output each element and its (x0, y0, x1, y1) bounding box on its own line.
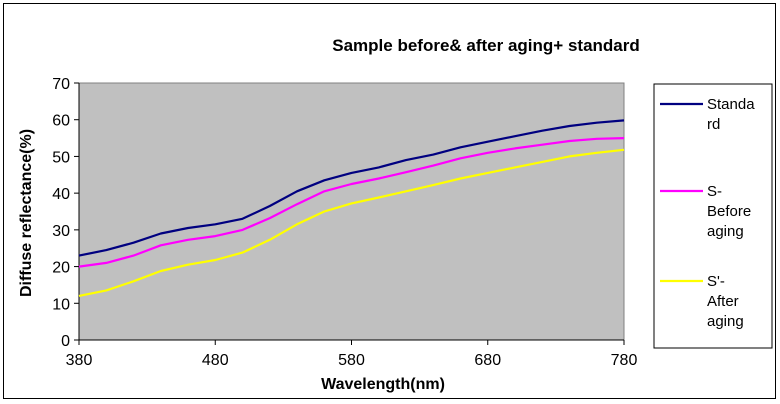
series-line-2 (78, 148, 625, 297)
series-line-1 (78, 137, 625, 268)
legend-label-1: aging (707, 223, 744, 240)
y-tick-label: 0 (61, 333, 70, 350)
y-tick-label: 10 (52, 296, 70, 313)
y-tick-label: 30 (52, 223, 70, 240)
legend-label-1: S- (707, 183, 722, 200)
chart-title: Sample before& after aging+ standard (332, 36, 640, 55)
series-line-0 (78, 119, 625, 257)
y-tick-label: 50 (52, 149, 70, 166)
x-tick-label: 380 (66, 352, 93, 369)
x-tick-label: 780 (611, 352, 638, 369)
y-tick-label: 70 (52, 76, 70, 93)
y-tick-label: 60 (52, 113, 70, 130)
x-tick-label: 480 (202, 352, 229, 369)
legend-label-0: Standa (707, 96, 755, 113)
legend-label-2: aging (707, 313, 744, 330)
y-ticks: 0 10 20 30 40 50 60 70 (52, 76, 79, 350)
legend-box (653, 83, 773, 349)
legend: Standa rd S- Before aging S'- After aging (653, 83, 773, 349)
y-tick-label: 20 (52, 260, 70, 277)
legend-label-2: After (707, 293, 739, 310)
legend-label-2: S'- (707, 273, 725, 290)
legend-entries: Standa rd S- Before aging S'- After aging (660, 96, 755, 330)
y-tick-label: 40 (52, 186, 70, 203)
series-lines (78, 119, 625, 297)
x-axis-title: Wavelength(nm) (321, 376, 445, 393)
x-tick-label: 680 (474, 352, 501, 369)
x-tick-label: 580 (338, 352, 365, 369)
legend-label-0: rd (707, 116, 720, 133)
plot-area (78, 82, 625, 341)
x-ticks: 380 480 580 680 780 (66, 340, 638, 369)
legend-label-1: Before (707, 203, 751, 220)
y-axis-title: Diffuse reflectance(%) (18, 129, 35, 297)
